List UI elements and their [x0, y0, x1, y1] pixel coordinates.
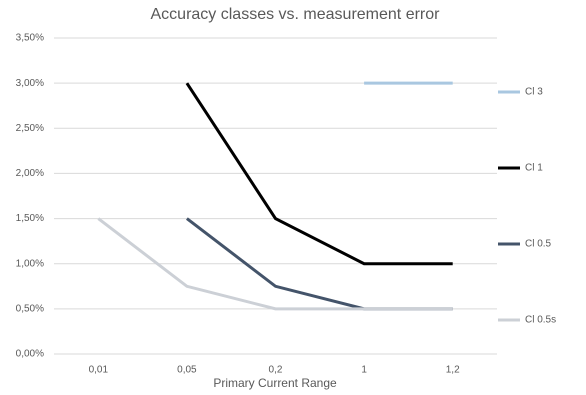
- series-line: [97, 217, 453, 311]
- y-tick-label: 3,50%: [16, 33, 44, 44]
- y-tick-label: 0,00%: [16, 349, 44, 360]
- y-tick-label: 2,50%: [16, 123, 44, 134]
- y-tick-label: 1,50%: [16, 213, 44, 224]
- y-tick-label: 3,00%: [16, 78, 44, 89]
- y-tick-label: 2,00%: [16, 168, 44, 179]
- x-tick-label: 1: [361, 365, 367, 376]
- x-axis-label: Primary Current Range: [213, 376, 337, 390]
- x-tick-label: 0,01: [89, 365, 109, 376]
- legend-label: Cl 0.5: [525, 239, 552, 250]
- legend-label: Cl 1: [525, 163, 543, 174]
- series-line: [185, 82, 453, 266]
- y-tick-label: 1,00%: [16, 258, 44, 269]
- chart-title: Accuracy classes vs. measurement error: [151, 6, 441, 23]
- legend-label: Cl 3: [525, 87, 543, 98]
- y-tick-label: 0,50%: [16, 303, 44, 314]
- x-tick-label: 0,05: [177, 365, 197, 376]
- legend-label: Cl 0.5s: [525, 315, 556, 326]
- x-tick-label: 0,2: [269, 365, 283, 376]
- x-tick-label: 1,2: [446, 365, 460, 376]
